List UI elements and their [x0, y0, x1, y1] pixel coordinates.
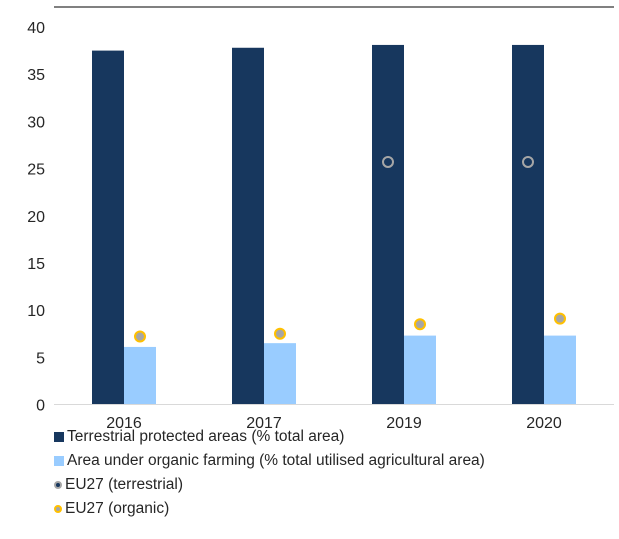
legend-swatch-terrestrial	[54, 432, 64, 442]
bar-terrestrial-2020	[512, 44, 544, 405]
bar-organic-2020	[544, 335, 576, 405]
chart-plot: 0 5 10 15 20 25 30 35 40 2016 2017 2019 2020	[27, 6, 614, 432]
y-tick-label: 10	[27, 303, 45, 320]
point-eu27-organic-2019	[414, 318, 426, 331]
point-eu27-organic-2020	[554, 312, 566, 325]
bar-organic-2017	[264, 343, 296, 405]
legend: Terrestrial protected areas (% total are…	[54, 425, 614, 521]
y-axis-ticks: 0 5 10 15 20 25 30 35 40	[27, 20, 45, 415]
bar-terrestrial-2016	[92, 50, 124, 405]
legend-label-eu27-terrestrial: EU27 (terrestrial)	[65, 476, 183, 493]
legend-swatch-organic	[54, 456, 64, 466]
x-tick-label: 2016	[106, 415, 142, 432]
legend-label-organic: Area under organic farming (% total util…	[67, 452, 485, 469]
y-tick-label: 30	[27, 114, 45, 131]
bars	[92, 44, 576, 405]
bar-organic-2016	[124, 346, 156, 405]
y-tick-label: 0	[36, 398, 45, 415]
x-tick-label: 2020	[526, 415, 562, 432]
x-tick-label: 2017	[246, 415, 282, 432]
y-tick-label: 5	[36, 350, 45, 367]
legend-label-eu27-organic: EU27 (organic)	[65, 500, 170, 517]
y-tick-label: 20	[27, 209, 45, 226]
point-eu27-terrestrial-2019	[382, 155, 394, 168]
bar-organic-2019	[404, 335, 436, 405]
legend-dot-eu27-terrestrial	[54, 481, 62, 489]
legend-item-organic: Area under organic farming (% total util…	[54, 449, 614, 473]
point-eu27-organic-2016	[134, 330, 146, 343]
bar-terrestrial-2017	[232, 47, 264, 405]
bar-terrestrial-2019	[372, 44, 404, 405]
x-tick-label: 2019	[386, 415, 422, 432]
x-axis-ticks: 2016 2017 2019 2020	[106, 415, 562, 432]
points	[134, 155, 566, 343]
point-eu27-terrestrial-2020	[522, 155, 534, 168]
y-tick-label: 40	[27, 20, 45, 37]
legend-item-terrestrial: Terrestrial protected areas (% total are…	[54, 425, 614, 449]
legend-dot-eu27-organic	[54, 505, 62, 513]
legend-item-eu27-terrestrial: EU27 (terrestrial)	[54, 473, 614, 497]
point-eu27-organic-2017	[274, 327, 286, 340]
y-tick-label: 15	[27, 256, 45, 273]
legend-item-eu27-organic: EU27 (organic)	[54, 497, 614, 521]
y-tick-label: 35	[27, 67, 45, 84]
y-tick-label: 25	[27, 162, 45, 179]
legend-label-terrestrial: Terrestrial protected areas (% total are…	[67, 428, 345, 445]
